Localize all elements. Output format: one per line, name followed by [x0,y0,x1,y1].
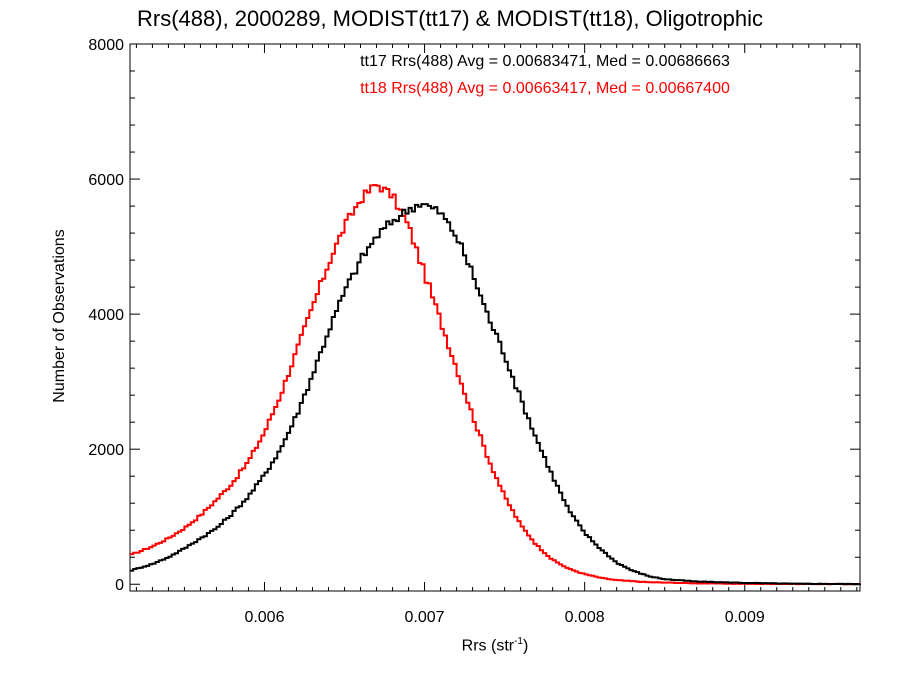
x-tick-label: 0.008 [565,609,605,626]
x-axis-label: Rrs (str-1) [461,636,529,655]
annotation-tt17: tt17 Rrs(488) Avg = 0.00683471, Med = 0.… [360,53,730,70]
x-tick-label: 0.007 [405,609,445,626]
y-tick-label: 8000 [88,37,124,54]
y-tick-label: 4000 [88,307,124,324]
y-tick-label: 0 [115,577,124,594]
y-tick-label: 6000 [88,172,124,189]
series-line-tt18 [130,183,861,586]
x-tick-label: 0.009 [725,609,765,626]
y-axis-label: Number of Observations [51,229,68,403]
series-line-tt17 [130,203,861,586]
annotation-tt18: tt18 Rrs(488) Avg = 0.00663417, Med = 0.… [360,80,730,97]
y-tick-label: 2000 [88,442,124,459]
chart-title: Rrs(488), 2000289, MODIST(tt17) & MODIST… [137,6,763,31]
plot-frame [129,43,861,592]
x-tick-label: 0.006 [244,609,284,626]
